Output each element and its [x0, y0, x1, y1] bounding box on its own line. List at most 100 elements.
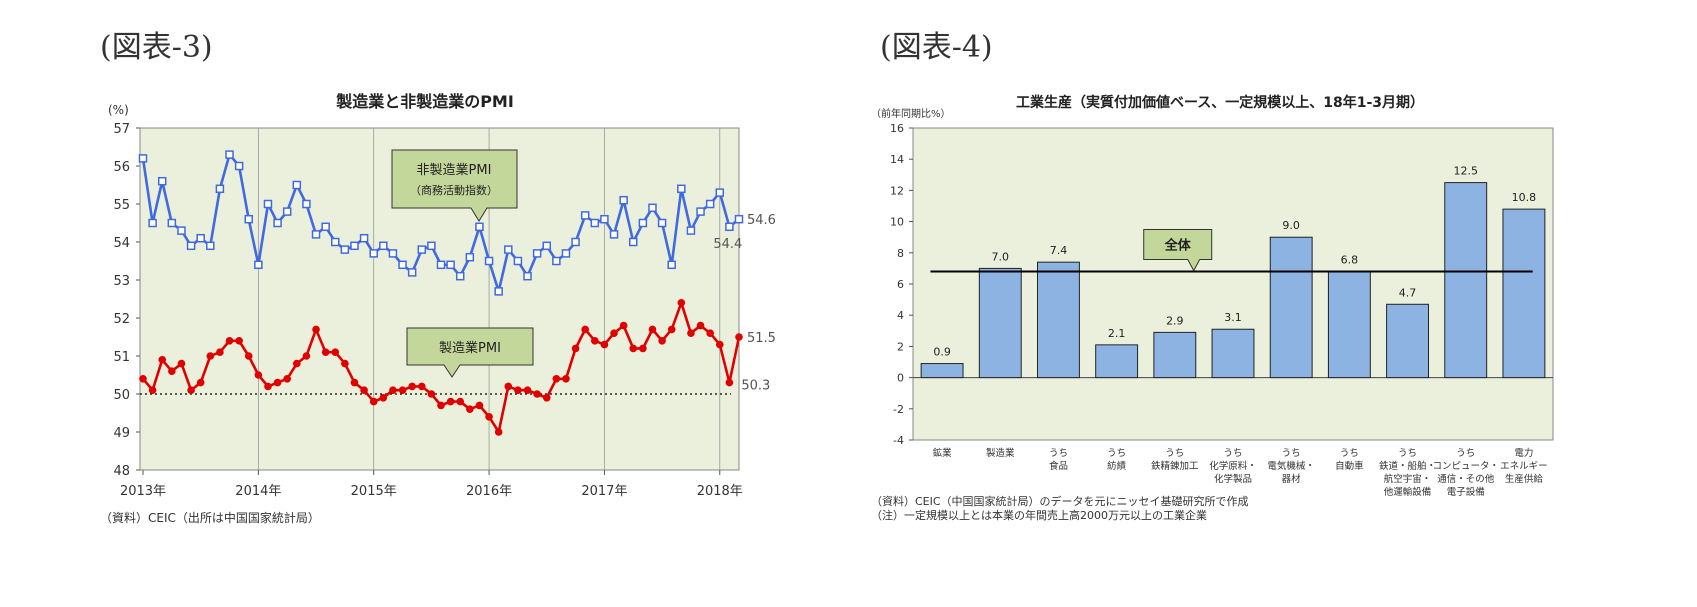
manufacturing-point — [312, 325, 320, 334]
manufacturing-point — [514, 386, 522, 395]
chart2-y-tick-label: -2 — [893, 403, 904, 416]
manufacturing-point — [379, 394, 388, 402]
category-label: エネルギー — [1500, 461, 1548, 472]
category-label: 生産供給 — [1505, 473, 1544, 485]
callout-nonmanufacturing: 非製造業PMI （商務活動指数） — [391, 149, 518, 222]
nonmanufacturing-point — [580, 211, 590, 220]
bar — [1037, 261, 1080, 379]
chart2-y-tick-label: 6 — [897, 278, 904, 291]
nonmanufacturing-point — [196, 233, 205, 243]
nonmanufacturing-point — [292, 180, 302, 190]
bar — [920, 363, 964, 379]
category-label: うち — [1223, 448, 1242, 459]
nonmanufacturing-point — [475, 222, 484, 232]
chart2-note-definition: （注）一定規模以上とは本業の年間売上高2000万元以上の工業企業 — [875, 508, 1207, 522]
manufacturing-point — [600, 340, 609, 349]
category-label: うち — [1398, 448, 1417, 459]
category-label: うち — [1282, 448, 1301, 459]
chart1-series — [138, 150, 744, 436]
bar-value-label: 12.5 — [1453, 165, 1478, 178]
manufacturing-end-label: 51.5 — [747, 331, 776, 346]
manufacturing-prev-label: 50.3 — [741, 379, 770, 394]
chart2-y-tick-label: 2 — [897, 340, 904, 353]
manufacturing-point — [639, 344, 647, 353]
manufacturing-point — [715, 340, 724, 349]
manufacturing-point — [360, 386, 368, 395]
manufacturing-point — [562, 375, 570, 383]
nonmanufacturing-point — [359, 233, 369, 243]
nonmanufacturing-point — [263, 199, 273, 209]
nonmanufacturing-point — [225, 150, 234, 159]
bar-value-label: 10.8 — [1512, 191, 1537, 204]
nonmanufacturing-point — [629, 237, 638, 247]
manufacturing-point — [398, 386, 407, 395]
callout-nonmanufacturing-sublabel: （商務活動指数） — [410, 183, 498, 197]
category-label: 製造業 — [986, 447, 1015, 459]
chart1-y-tick-label: 48 — [113, 464, 130, 479]
nonmanufacturing-point — [388, 249, 398, 258]
manufacturing-point — [619, 321, 628, 330]
chart2-y-tick-label: 8 — [897, 247, 904, 260]
nonmanufacturing-point — [254, 260, 263, 270]
manufacturing-point — [283, 375, 291, 383]
category-label: 紡績 — [1107, 460, 1127, 472]
chart1-y-tick-label: 53 — [113, 274, 130, 289]
nonmanufacturing-point — [619, 195, 628, 205]
chart1-y-tick-label: 49 — [113, 426, 130, 441]
manufacturing-point — [523, 386, 532, 395]
manufacturing-point — [341, 359, 349, 368]
bar — [1095, 344, 1139, 379]
manufacturing-point — [321, 348, 330, 357]
chart2-y-tick-label: 10 — [890, 216, 904, 229]
nonmanufacturing-point — [571, 237, 580, 247]
nonmanufacturing-point — [436, 260, 446, 270]
manufacturing-point — [196, 378, 205, 387]
category-label: うち — [1165, 448, 1184, 459]
manufacturing-point — [533, 390, 541, 398]
manufacturing-point — [591, 337, 599, 345]
pmi-line-chart: 製造業と非製造業のPMI (%) 48 49 50 51 52 53 54 55 56 57 20… — [100, 92, 776, 525]
nonmanufacturing-point — [590, 218, 600, 228]
category-label: 器材 — [1282, 473, 1302, 485]
category-label: 鉱業 — [933, 447, 953, 459]
nonmanufacturing-point — [648, 203, 657, 213]
manufacturing-point — [168, 367, 176, 376]
manufacturing-point — [629, 344, 638, 353]
chart2-note-source: （資料）CEIC（中国国家統計局）のデータを元にニッセイ基礎研究所で作成 — [875, 494, 1249, 508]
manufacturing-point — [667, 325, 676, 334]
manufacturing-point — [475, 401, 484, 410]
nonmanufacturing-point — [427, 241, 436, 251]
bar-value-label: 6.8 — [1341, 254, 1359, 267]
figure-4-label: (図表-4) — [880, 30, 993, 65]
nonmanufacturing-point — [504, 245, 513, 254]
bar-value-label: 2.1 — [1108, 327, 1126, 340]
manufacturing-point — [302, 352, 311, 360]
nonmanufacturing-point — [186, 241, 196, 251]
manufacturing-point — [225, 337, 234, 345]
manufacturing-point — [542, 394, 551, 402]
nonmanufacturing-point — [667, 260, 676, 270]
category-label: コンピュータ・ — [1432, 461, 1499, 472]
manufacturing-point — [677, 299, 686, 307]
nonmanufacturing-point — [321, 222, 330, 232]
category-label: うち — [1456, 448, 1475, 459]
manufacturing-point — [581, 325, 589, 334]
category-label: 航空宇宙・ — [1384, 473, 1432, 485]
manufacturing-point — [466, 405, 474, 414]
manufacturing-point — [158, 356, 167, 364]
category-label: うち — [1340, 448, 1359, 459]
category-label: 鉄道・船舶・ — [1379, 460, 1436, 472]
nonmanufacturing-prev-label: 54.4 — [713, 237, 742, 252]
bar-value-label: 4.7 — [1399, 286, 1417, 299]
chart2-y-tick-label: 12 — [890, 184, 904, 197]
manufacturing-point — [273, 378, 282, 387]
category-label: うち — [1107, 448, 1126, 459]
bar-value-label: 3.1 — [1224, 311, 1242, 324]
nonmanufacturing-point — [600, 214, 609, 224]
bar-value-label: 2.9 — [1166, 314, 1184, 327]
nonmanufacturing-point — [379, 241, 388, 251]
nonmanufacturing-point — [561, 249, 571, 258]
nonmanufacturing-point — [331, 237, 340, 247]
manufacturing-point — [293, 359, 301, 368]
nonmanufacturing-point — [657, 218, 667, 228]
